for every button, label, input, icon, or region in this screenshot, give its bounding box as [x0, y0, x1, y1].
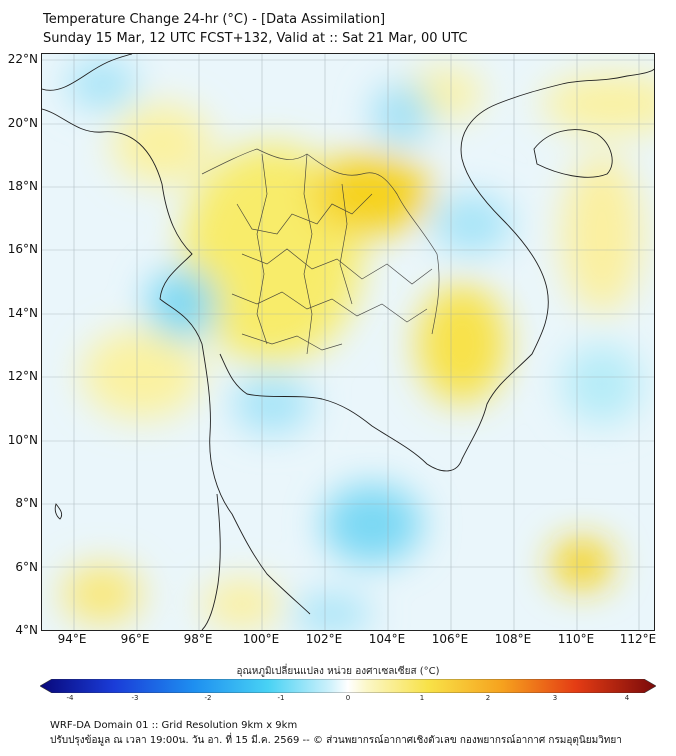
- map-subtitle: Sunday 15 Mar, 12 UTC FCST+132, Valid at…: [43, 31, 468, 46]
- lon-tick-label: 98°E: [183, 632, 213, 646]
- lat-tick-label: 14°N: [7, 306, 38, 320]
- colorbar-label: อุณหภูมิเปลี่ยนแปลง หน่วย องศาเซลเซียส (…: [236, 666, 440, 677]
- colorbar-tick: 3: [552, 694, 558, 702]
- colorbar-tick: -4: [66, 694, 74, 702]
- lat-tick-label: 22°N: [7, 52, 38, 66]
- colorbar-tick: 1: [419, 694, 425, 702]
- map-canvas: [42, 54, 654, 630]
- lon-tick-label: 112°E: [619, 632, 657, 646]
- lon-tick-label: 102°E: [305, 632, 343, 646]
- admin-borders: [201, 148, 440, 355]
- lon-tick-label: 106°E: [431, 632, 469, 646]
- footer-model-info: WRF-DA Domain 01 :: Grid Resolution 9km …: [50, 720, 298, 731]
- lat-tick-label: 8°N: [15, 496, 38, 510]
- graticule: [42, 54, 654, 630]
- colorbar-tick: 0: [345, 694, 351, 702]
- lon-tick-label: 108°E: [494, 632, 532, 646]
- lat-tick-label: 6°N: [15, 560, 38, 574]
- temperature-change-map: [41, 53, 655, 631]
- lat-tick-label: 20°N: [7, 116, 38, 130]
- lat-tick-label: 12°N: [7, 369, 38, 383]
- map-title: Temperature Change 24-hr (°C) - [Data As…: [43, 12, 386, 27]
- lon-tick-label: 110°E: [557, 632, 595, 646]
- colorbar-tick: 2: [485, 694, 491, 702]
- colorbar-tick: -2: [204, 694, 212, 702]
- lon-tick-label: 100°E: [242, 632, 280, 646]
- colorbar-tick: -1: [277, 694, 285, 702]
- lat-tick-label: 10°N: [7, 433, 38, 447]
- lon-tick-label: 104°E: [368, 632, 406, 646]
- lat-tick-label: 4°N: [15, 623, 38, 637]
- colorbar: [39, 678, 657, 694]
- footer-credit: ปรับปรุงข้อมูล ณ เวลา 19:00น. วัน อา. ที…: [50, 735, 622, 746]
- lon-tick-label: 96°E: [120, 632, 150, 646]
- lat-tick-label: 18°N: [7, 179, 38, 193]
- lat-tick-label: 16°N: [7, 242, 38, 256]
- colorbar-tick: -3: [131, 694, 139, 702]
- colorbar-tick: 4: [624, 694, 630, 702]
- colorbar-gradient: [39, 678, 657, 694]
- lon-tick-label: 94°E: [57, 632, 87, 646]
- coastline: [42, 54, 654, 630]
